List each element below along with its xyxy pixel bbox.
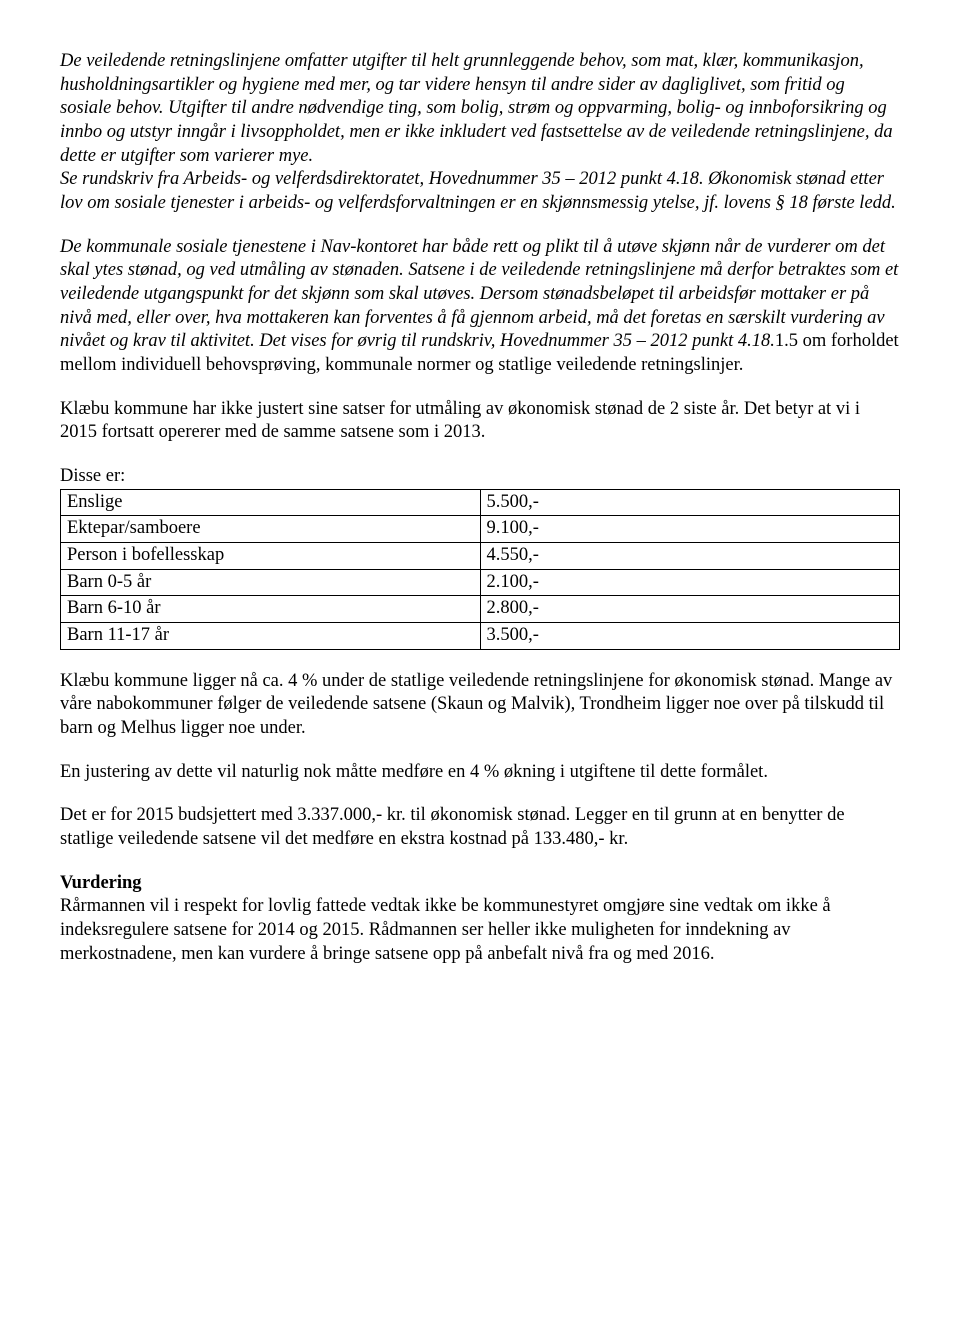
- table-cell-label: Ektepar/samboere: [61, 516, 481, 543]
- table-intro: Disse er:: [60, 465, 900, 489]
- table-cell-label: Barn 6-10 år: [61, 596, 481, 623]
- table-cell-label: Enslige: [61, 489, 481, 516]
- table-row: Ektepar/samboere 9.100,-: [61, 516, 900, 543]
- table-cell-label: Person i bofellesskap: [61, 543, 481, 570]
- paragraph-6: Det er for 2015 budsjettert med 3.337.00…: [60, 804, 900, 851]
- rates-table: Enslige 5.500,- Ektepar/samboere 9.100,-…: [60, 489, 900, 650]
- table-cell-value: 4.550,-: [480, 543, 900, 570]
- paragraph-4: Klæbu kommune ligger nå ca. 4 % under de…: [60, 670, 900, 741]
- table-cell-label: Barn 0-5 år: [61, 569, 481, 596]
- section-heading: Vurdering: [60, 872, 900, 896]
- table-row: Person i bofellesskap 4.550,-: [61, 543, 900, 570]
- table-row: Barn 6-10 år 2.800,-: [61, 596, 900, 623]
- paragraph-3: Klæbu kommune har ikke justert sine sats…: [60, 398, 900, 445]
- table-cell-value: 2.800,-: [480, 596, 900, 623]
- table-cell-value: 9.100,-: [480, 516, 900, 543]
- paragraph-7: Rårmannen vil i respekt for lovlig fatte…: [60, 895, 900, 966]
- paragraph-1a: De veiledende retningslinjene omfatter u…: [60, 50, 900, 168]
- paragraph-2-italic: De kommunale sosiale tjenestene i Nav-ko…: [60, 237, 898, 352]
- table-row: Enslige 5.500,-: [61, 489, 900, 516]
- paragraph-2: De kommunale sosiale tjenestene i Nav-ko…: [60, 236, 900, 378]
- paragraph-5: En justering av dette vil naturlig nok m…: [60, 761, 900, 785]
- table-row: Barn 11-17 år 3.500,-: [61, 623, 900, 650]
- table-cell-value: 3.500,-: [480, 623, 900, 650]
- table-cell-label: Barn 11-17 år: [61, 623, 481, 650]
- table-cell-value: 5.500,-: [480, 489, 900, 516]
- table-cell-value: 2.100,-: [480, 569, 900, 596]
- paragraph-1b: Se rundskriv fra Arbeids- og velferdsdir…: [60, 168, 900, 215]
- table-row: Barn 0-5 år 2.100,-: [61, 569, 900, 596]
